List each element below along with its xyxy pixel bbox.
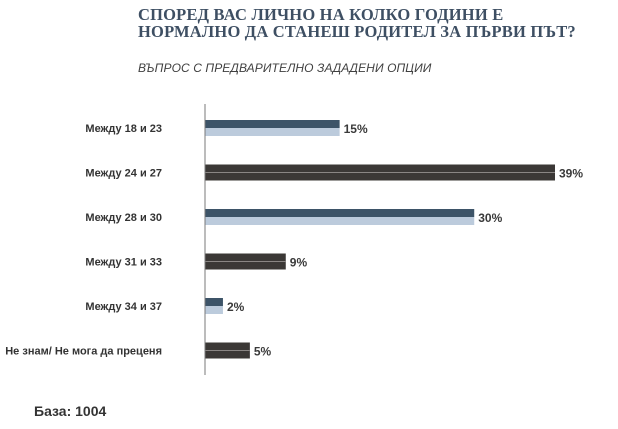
bar-0-top [205,120,340,128]
chart-subtitle: ВЪПРОС С ПРЕДВАРИТЕЛНО ЗАДАДЕНИ ОПЦИИ [138,61,432,75]
base-note: База: 1004 [34,403,107,419]
value-label-4: 2% [227,300,245,314]
bar-2-top [205,209,475,217]
value-label-2: 30% [478,211,502,225]
category-label-4: Между 34 и 37 [85,301,162,313]
category-label-1: Между 24 и 27 [85,168,162,180]
bar-4-top [205,298,223,306]
value-label-3: 9% [290,256,308,270]
category-label-0: Между 18 и 23 [85,123,162,135]
bar-0-bottom [205,128,340,136]
value-label-0: 15% [344,122,368,136]
bar-4-bottom [205,306,223,314]
category-label-2: Между 28 и 30 [85,212,162,224]
category-label-3: Между 31 и 33 [85,257,162,269]
value-label-5: 5% [254,345,272,359]
category-label-5: Не знам/ Не мога да преценя [5,346,162,358]
bar-2-bottom [205,217,475,225]
value-label-1: 39% [559,167,583,181]
chart-title: СПОРЕД ВАС ЛИЧНО НА КОЛКО ГОДИНИ Е НОРМА… [138,5,576,41]
